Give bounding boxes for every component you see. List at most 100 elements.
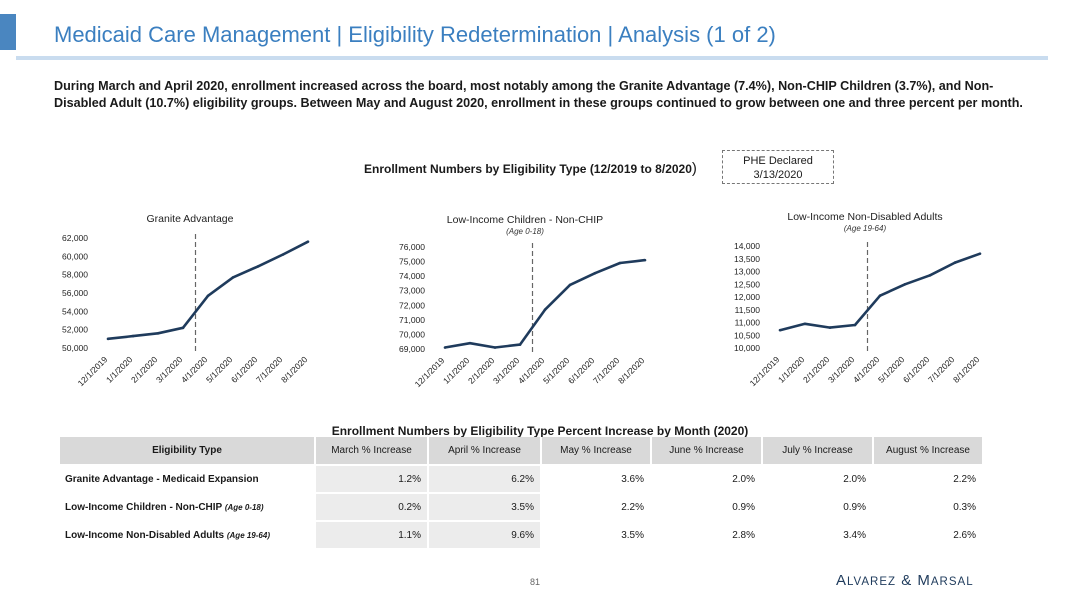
charts-section-title: Enrollment Numbers by Eligibility Type (… (364, 160, 697, 177)
data-point (306, 240, 310, 243)
charts-section-title-paren: ) (691, 160, 697, 177)
cell-august: 0.3% (873, 492, 984, 521)
y-tick-label: 73,000 (399, 286, 425, 296)
cell-june: 0.9% (651, 492, 763, 521)
x-tick-label: 12/1/2019 (413, 355, 447, 389)
x-tick-label: 3/1/2020 (491, 355, 522, 386)
chart-title: Granite Advantage (147, 213, 234, 225)
cell-august: 2.2% (873, 464, 984, 493)
y-tick-label: 12,500 (734, 279, 760, 289)
header-march: March % Increase (315, 437, 429, 465)
data-point (853, 323, 857, 327)
y-tick-label: 70,000 (399, 329, 425, 339)
data-point (643, 258, 647, 262)
y-tick-label: 69,000 (399, 344, 425, 354)
x-tick-label: 7/1/2020 (254, 354, 285, 385)
data-point (256, 265, 260, 268)
summary-text: During March and April 2020, enrollment … (54, 79, 1023, 110)
percent-increase-table: Eligibility Type March % Increase April … (60, 437, 984, 548)
x-tick-label: 6/1/2020 (901, 354, 932, 385)
header-may: May % Increase (541, 437, 652, 465)
x-tick-label: 4/1/2020 (516, 355, 547, 386)
charts-section-title-text: Enrollment Numbers by Eligibility Type (… (364, 162, 692, 176)
data-point (618, 261, 622, 265)
cell-july: 3.4% (762, 520, 874, 548)
y-tick-label: 13,000 (734, 267, 760, 277)
series-line (444, 258, 646, 349)
logo-part: M (917, 572, 931, 589)
series-line (779, 252, 981, 332)
data-point (828, 326, 832, 329)
y-tick-label: 13,500 (734, 254, 760, 264)
x-tick-label: 2/1/2020 (466, 355, 497, 386)
x-tick-label: 12/1/2019 (76, 354, 110, 388)
x-tick-label: 3/1/2020 (154, 354, 185, 385)
cell-june: 2.8% (651, 520, 763, 548)
cell-march: 0.2% (315, 492, 429, 521)
data-point (493, 346, 497, 349)
x-tick-label: 4/1/2020 (179, 354, 210, 385)
cell-july: 2.0% (762, 464, 874, 493)
data-point (903, 282, 907, 286)
y-tick-label: 12,000 (734, 292, 760, 302)
cell-july: 0.9% (762, 492, 874, 521)
logo-part: LVAREZ (847, 576, 897, 588)
data-point (543, 308, 547, 311)
row-label-text: Low-Income Non-Disabled Adults (65, 529, 225, 541)
x-tick-label: 8/1/2020 (279, 354, 310, 385)
title-accent-bar (0, 14, 16, 50)
y-tick-label: 14,000 (734, 241, 760, 251)
data-point (181, 326, 185, 330)
data-point (156, 332, 160, 335)
y-tick-label: 50,000 (62, 343, 88, 353)
phe-date: 3/13/2020 (753, 169, 803, 181)
chart-subtitle: (Age 0-18) (506, 227, 544, 236)
row-label-text: Low-Income Children - Non-CHIP (65, 501, 223, 513)
y-tick-label: 52,000 (62, 325, 88, 335)
table-title: Enrollment Numbers by Eligibility Type P… (331, 424, 749, 438)
x-tick-label: 7/1/2020 (926, 354, 957, 385)
data-point (206, 294, 210, 298)
table-header-row: Eligibility Type March % Increase April … (60, 437, 984, 465)
header-august: August % Increase (873, 437, 984, 465)
x-tick-label: 3/1/2020 (826, 354, 857, 385)
data-point (878, 294, 882, 298)
data-point (593, 271, 597, 275)
y-tick-label: 72,000 (399, 300, 425, 310)
logo-part: ARSAL (930, 576, 974, 588)
data-point (468, 341, 472, 345)
phe-declared-callout: PHE Declared 3/13/2020 (722, 150, 834, 184)
data-point (803, 322, 807, 326)
cell-june: 2.0% (651, 464, 763, 493)
x-tick-label: 5/1/2020 (204, 354, 235, 385)
y-tick-label: 11,500 (735, 305, 761, 315)
data-point (106, 337, 110, 341)
series-line (107, 240, 309, 341)
cell-may: 2.2% (541, 492, 652, 521)
x-tick-label: 12/1/2019 (748, 354, 782, 388)
x-tick-label: 8/1/2020 (616, 355, 647, 386)
cell-march: 1.1% (315, 520, 429, 548)
data-point (778, 328, 782, 332)
page-title: Medicaid Care Management | Eligibility R… (54, 22, 776, 47)
data-point (518, 343, 522, 346)
data-point (231, 276, 235, 279)
chart-subtitle: (Age 19-64) (844, 224, 887, 233)
phe-label: PHE Declared (743, 155, 813, 167)
data-point (928, 274, 932, 277)
x-tick-label: 5/1/2020 (541, 355, 572, 386)
data-point (443, 346, 447, 349)
x-tick-label: 4/1/2020 (851, 354, 882, 385)
y-tick-label: 76,000 (399, 242, 425, 252)
logo-part: & (896, 572, 918, 589)
x-tick-label: 1/1/2020 (776, 354, 807, 385)
y-tick-label: 60,000 (62, 251, 88, 261)
cell-may: 3.6% (541, 464, 652, 493)
title-divider (16, 56, 1048, 60)
header-july: July % Increase (762, 437, 874, 465)
row-label-sub: (Age 0-18) (224, 502, 264, 512)
cell-may: 3.5% (541, 520, 652, 548)
cell-april: 3.5% (428, 492, 542, 521)
cell-august: 2.6% (873, 520, 984, 548)
row-label: Low-Income Children - Non-CHIP (Age 0-18… (60, 492, 316, 521)
